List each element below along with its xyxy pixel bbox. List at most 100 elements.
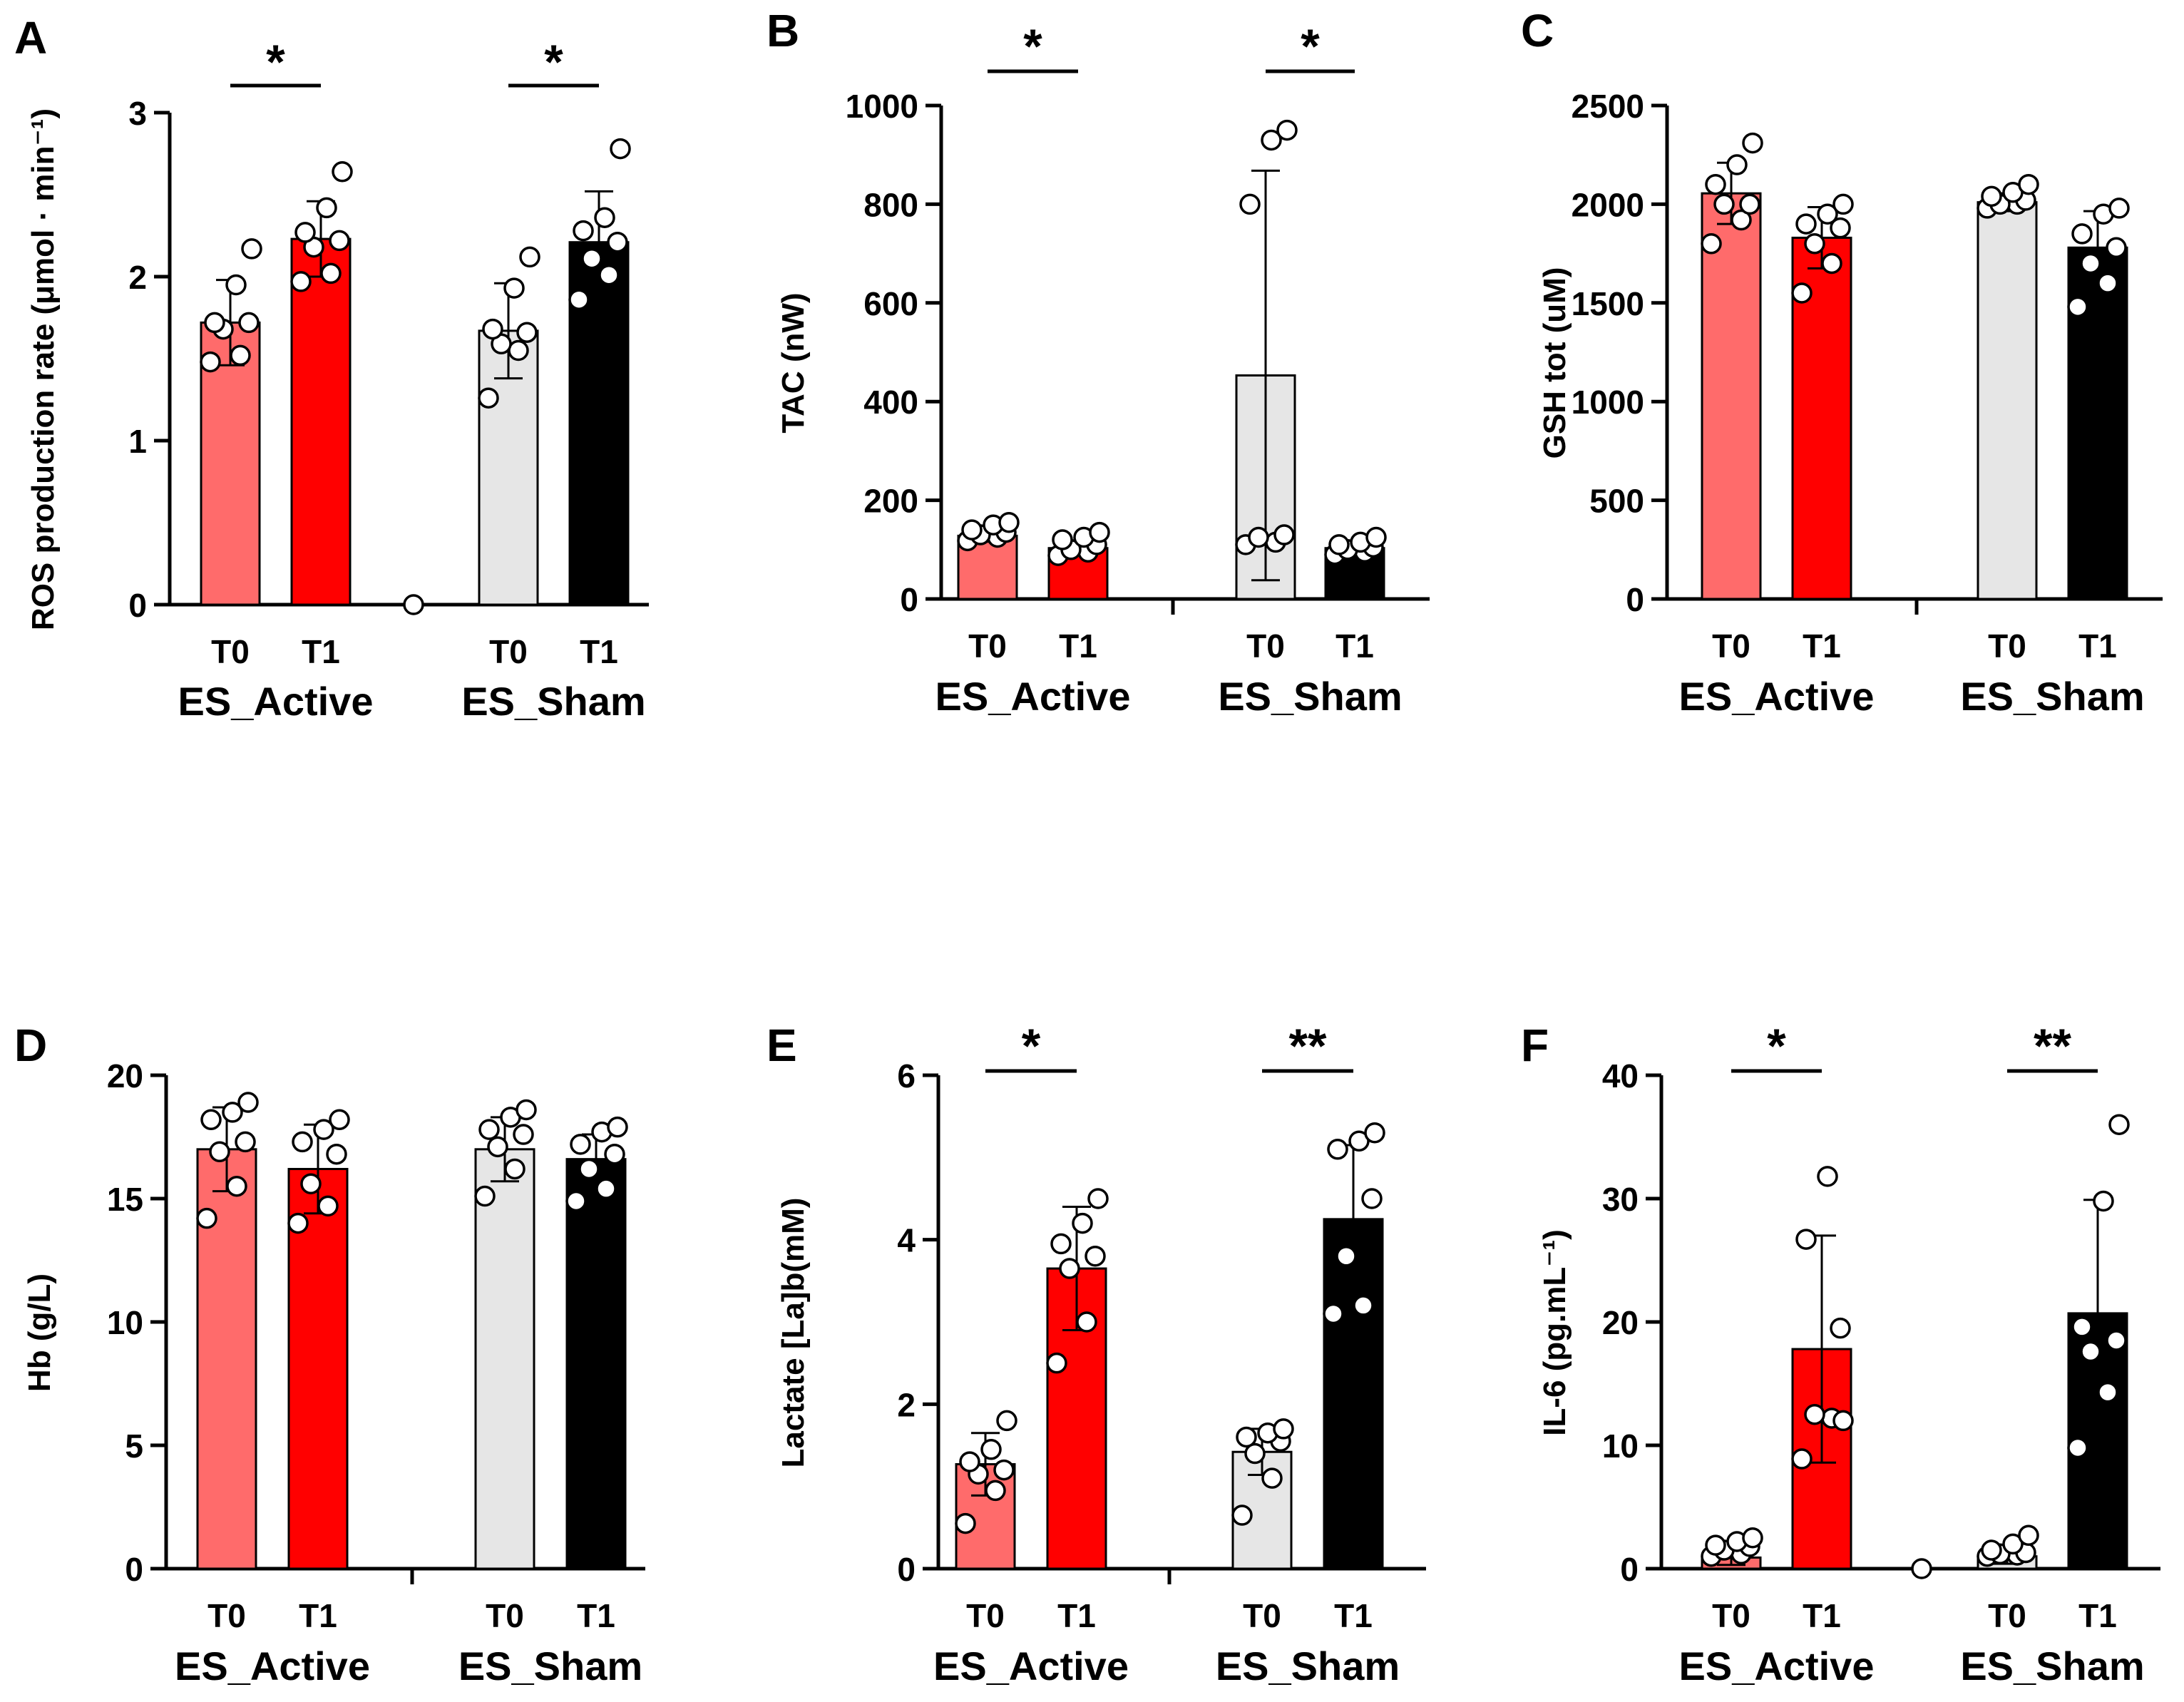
significance-label: ** bbox=[1289, 1019, 1327, 1073]
x-category-label: T0 bbox=[966, 1597, 1005, 1634]
x-category-label: T0 bbox=[207, 1597, 246, 1634]
data-point bbox=[1327, 1139, 1348, 1160]
data-point bbox=[2093, 1190, 2114, 1212]
data-point bbox=[478, 1119, 500, 1140]
y-tick-label: 0 bbox=[897, 1551, 916, 1588]
data-point bbox=[1795, 213, 1817, 235]
data-point bbox=[1804, 1404, 1825, 1425]
significance-label: * bbox=[544, 35, 563, 89]
data-point bbox=[1981, 1539, 2002, 1561]
x-category-label: T0 bbox=[1246, 627, 1285, 665]
data-point bbox=[570, 1134, 591, 1155]
data-point bbox=[2108, 198, 2130, 219]
data-point bbox=[2018, 173, 2039, 195]
data-point bbox=[1276, 119, 1298, 141]
data-point bbox=[955, 1512, 976, 1534]
x-category-label: T1 bbox=[1334, 1597, 1373, 1634]
data-point bbox=[985, 1480, 1006, 1502]
y-tick-label: 1500 bbox=[1572, 285, 1644, 322]
data-point bbox=[300, 1173, 322, 1194]
data-point bbox=[2018, 1524, 2039, 1547]
y-tick-label: 6 bbox=[897, 1057, 916, 1094]
data-point bbox=[504, 1158, 526, 1180]
bar-es-sham-t1 bbox=[565, 1158, 627, 1570]
data-point bbox=[1705, 1534, 1726, 1556]
bar-es-active-t1 bbox=[287, 1167, 349, 1570]
y-tick-label: 20 bbox=[1602, 1304, 1639, 1341]
data-point bbox=[1059, 1258, 1080, 1279]
data-point bbox=[2080, 252, 2101, 275]
y-tick-label: 1000 bbox=[846, 88, 918, 125]
data-point bbox=[320, 262, 342, 284]
x-category-label: T1 bbox=[302, 633, 340, 670]
significance-label: * bbox=[1022, 1019, 1041, 1073]
data-point bbox=[1726, 154, 1748, 175]
significance-label: * bbox=[266, 35, 285, 89]
y-tick-label: 2 bbox=[128, 259, 147, 296]
data-point bbox=[1089, 521, 1110, 543]
y-tick-label: 4 bbox=[897, 1222, 916, 1259]
x-category-label: T1 bbox=[1335, 627, 1374, 665]
zero-gap-point bbox=[403, 594, 424, 615]
data-point bbox=[487, 1136, 508, 1158]
x-category-label: T0 bbox=[968, 627, 1007, 665]
data-point bbox=[2002, 1533, 2024, 1555]
data-point bbox=[503, 277, 525, 299]
x-category-label: T1 bbox=[1059, 627, 1097, 665]
y-tick-label: 0 bbox=[125, 1551, 143, 1588]
data-point bbox=[2106, 237, 2127, 259]
y-tick-label: 20 bbox=[107, 1057, 143, 1094]
panel-f: F 0 10 20 30 40 IL-6 (pg.mL⁻¹) T0 T1 T0 T1 ES_Activ… bbox=[1521, 1019, 2160, 1688]
y-tick-label: 2500 bbox=[1572, 88, 1644, 125]
data-point bbox=[1072, 1212, 1093, 1234]
y-tick-label: 15 bbox=[107, 1181, 143, 1218]
data-point bbox=[474, 1185, 496, 1207]
data-point bbox=[1323, 1303, 1344, 1325]
data-point bbox=[329, 1109, 350, 1131]
data-point bbox=[290, 271, 312, 292]
panel-letter: D bbox=[14, 1020, 47, 1071]
data-point bbox=[1239, 193, 1261, 215]
data-point bbox=[1328, 534, 1350, 555]
y-tick-label: 2000 bbox=[1572, 186, 1644, 223]
data-point bbox=[1335, 1245, 1357, 1267]
y-tick-label: 0 bbox=[1626, 581, 1644, 618]
data-point bbox=[516, 1099, 537, 1121]
data-point bbox=[287, 1212, 309, 1234]
y-tick-label: 800 bbox=[863, 186, 918, 223]
y-tick-label: 5 bbox=[125, 1427, 143, 1465]
data-point bbox=[598, 264, 620, 286]
y-tick-label: 0 bbox=[900, 581, 918, 618]
y-tick-label: 1000 bbox=[1572, 384, 1644, 421]
data-point bbox=[230, 344, 251, 366]
group-label-es-sham: ES_Sham bbox=[1216, 1644, 1400, 1688]
data-point bbox=[2097, 272, 2118, 294]
data-point bbox=[961, 519, 983, 540]
data-point bbox=[225, 274, 247, 296]
data-point bbox=[1085, 1245, 1106, 1267]
y-tick-label: 30 bbox=[1602, 1181, 1639, 1218]
y-tick-label: 0 bbox=[1620, 1551, 1639, 1588]
data-point bbox=[516, 322, 538, 343]
significance-label: * bbox=[1767, 1019, 1786, 1073]
data-point bbox=[2071, 1316, 2093, 1338]
data-point bbox=[1821, 252, 1842, 275]
data-point bbox=[1742, 132, 1763, 154]
data-point bbox=[1795, 1229, 1817, 1250]
group-label-es-active: ES_Active bbox=[175, 1644, 370, 1688]
y-tick-label: 200 bbox=[863, 483, 918, 520]
data-point bbox=[1361, 1188, 1383, 1209]
panel-a: A 0 1 2 3 ROS production rate (μmol · min⁻¹) T… bbox=[14, 12, 649, 724]
data-point bbox=[209, 1141, 230, 1163]
data-point bbox=[1050, 1233, 1072, 1255]
data-point bbox=[1739, 193, 1760, 215]
data-point bbox=[1236, 1426, 1257, 1448]
data-point bbox=[2067, 1437, 2088, 1459]
x-category-label: T0 bbox=[1988, 627, 2026, 665]
group-label-es-sham: ES_Sham bbox=[458, 1644, 642, 1688]
y-tick-label: 1 bbox=[128, 423, 147, 460]
group-label-es-active: ES_Active bbox=[1679, 674, 1875, 719]
x-category-label: T0 bbox=[1712, 1597, 1750, 1634]
data-point bbox=[200, 351, 221, 373]
